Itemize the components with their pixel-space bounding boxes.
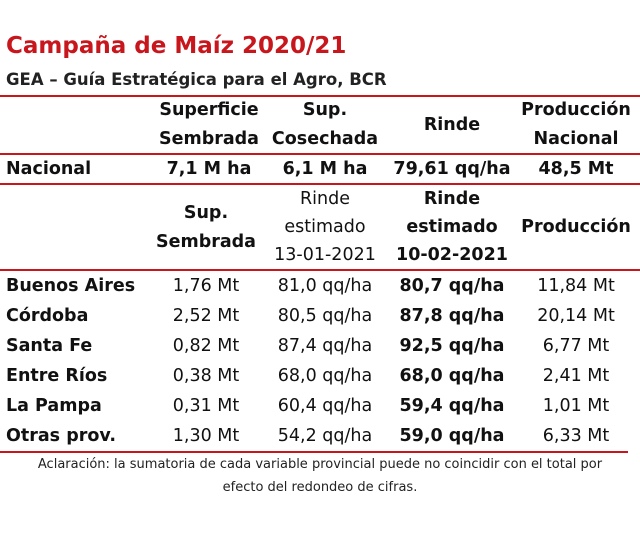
province-name: Entre Ríos [6,366,108,386]
province-sembrada: 0,31 Mt [172,396,240,416]
province-name: Otras prov. [6,426,116,446]
header-cosechada-line2: Cosechada [271,129,379,149]
header-rinde-prev-line1: Rinde [300,189,350,209]
province-rinde-prev: 80,5 qq/ha [277,306,373,326]
province-produccion: 20,14 Mt [537,306,615,326]
national-produccion: 48,5 Mt [538,159,614,179]
header-sembrada-line1: Sup. [183,203,229,223]
header-superficie-line2: Sembrada [158,129,259,149]
divider-top [0,95,640,97]
province-rinde-curr: 68,0 qq/ha [399,366,505,386]
header-rinde-curr-line2: estimado [406,217,498,237]
national-label: Nacional [6,159,92,179]
province-rinde-prev: 68,0 qq/ha [277,366,373,386]
page-title: Campaña de Maíz 2020/21 [6,33,347,59]
header-rinde-curr-line1: Rinde [423,189,481,209]
province-name: La Pampa [6,396,102,416]
province-name: Buenos Aires [6,276,136,296]
header-produccion-line1: Producción [521,100,631,120]
province-rinde-curr: 87,8 qq/ha [399,306,505,326]
province-name: Santa Fe [6,336,93,356]
divider-province-header [0,269,640,271]
province-produccion: 6,77 Mt [542,336,610,356]
footnote-line2: efecto del redondeo de cifras. [222,480,418,495]
province-produccion: 1,01 Mt [542,396,610,416]
header-rinde-prev-line3: 13-01-2021 [274,245,376,265]
national-cosechada: 6,1 M ha [282,159,368,179]
province-sembrada: 2,52 Mt [172,306,240,326]
province-sembrada: 1,30 Mt [172,426,240,446]
header-sembrada-line2: Sembrada [155,232,256,252]
province-rinde-curr: 92,5 qq/ha [399,336,505,356]
province-produccion: 2,41 Mt [542,366,610,386]
province-rinde-prev: 81,0 qq/ha [277,276,373,296]
footnote-line1: Aclaración: la sumatoria de cada variabl… [37,457,603,472]
page-subtitle: GEA – Guía Estratégica para el Agro, BCR [6,70,387,89]
province-produccion: 6,33 Mt [542,426,610,446]
national-rinde: 79,61 qq/ha [393,159,511,179]
header-cosechada-line1: Sup. [302,100,348,120]
national-superficie: 7,1 M ha [166,159,252,179]
header-produccion: Producción [521,217,631,237]
header-rinde-curr-line3: 10-02-2021 [396,245,508,265]
divider-national-row [0,183,640,185]
divider-bottom [0,451,628,453]
province-rinde-prev: 87,4 qq/ha [277,336,373,356]
province-rinde-curr: 59,4 qq/ha [399,396,505,416]
province-rinde-curr: 80,7 qq/ha [399,276,505,296]
province-sembrada: 0,38 Mt [172,366,240,386]
province-name: Córdoba [6,306,89,326]
province-rinde-prev: 60,4 qq/ha [277,396,373,416]
province-rinde-curr: 59,0 qq/ha [399,426,505,446]
province-rinde-prev: 54,2 qq/ha [277,426,373,446]
header-rinde-prev-line2: estimado [284,217,366,237]
province-sembrada: 0,82 Mt [172,336,240,356]
header-rinde: Rinde [423,115,481,135]
province-produccion: 11,84 Mt [537,276,615,296]
province-sembrada: 1,76 Mt [172,276,240,296]
divider-national-header [0,153,640,155]
header-superficie-line1: Superficie [159,100,259,120]
header-produccion-line2: Nacional [533,129,619,149]
